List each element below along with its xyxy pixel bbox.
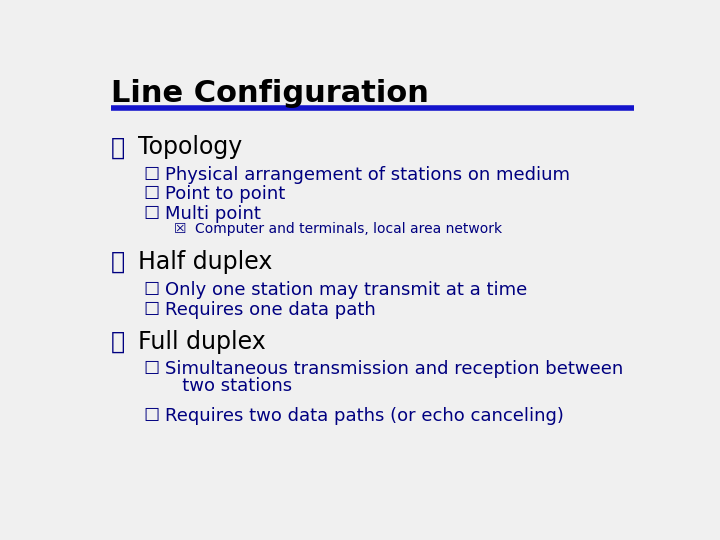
Text: ⎈: ⎈ [111, 136, 125, 159]
Text: ⎈: ⎈ [111, 329, 125, 354]
Text: Computer and terminals, local area network: Computer and terminals, local area netwo… [195, 222, 502, 236]
Text: Requires two data paths (or echo canceling): Requires two data paths (or echo canceli… [166, 407, 564, 424]
Text: Simultaneous transmission and reception between: Simultaneous transmission and reception … [166, 360, 624, 378]
Text: Half duplex: Half duplex [138, 250, 272, 274]
Text: Point to point: Point to point [166, 185, 286, 204]
Text: ☐: ☐ [143, 185, 159, 204]
Text: Multi point: Multi point [166, 205, 261, 223]
Text: ☐: ☐ [143, 281, 159, 299]
Text: ☐: ☐ [143, 301, 159, 319]
Text: ☐: ☐ [143, 360, 159, 378]
Text: two stations: two stations [166, 377, 292, 395]
Text: ☐: ☐ [143, 166, 159, 184]
Text: ☐: ☐ [143, 205, 159, 223]
Text: Line Configuration: Line Configuration [111, 79, 429, 109]
Text: ☒: ☒ [174, 222, 186, 236]
Text: Full duplex: Full duplex [138, 329, 266, 354]
Text: Topology: Topology [138, 136, 242, 159]
Text: Physical arrangement of stations on medium: Physical arrangement of stations on medi… [166, 166, 570, 184]
Text: ☐: ☐ [143, 407, 159, 424]
Text: Requires one data path: Requires one data path [166, 301, 376, 319]
Text: ⎈: ⎈ [111, 250, 125, 274]
Text: Only one station may transmit at a time: Only one station may transmit at a time [166, 281, 528, 299]
